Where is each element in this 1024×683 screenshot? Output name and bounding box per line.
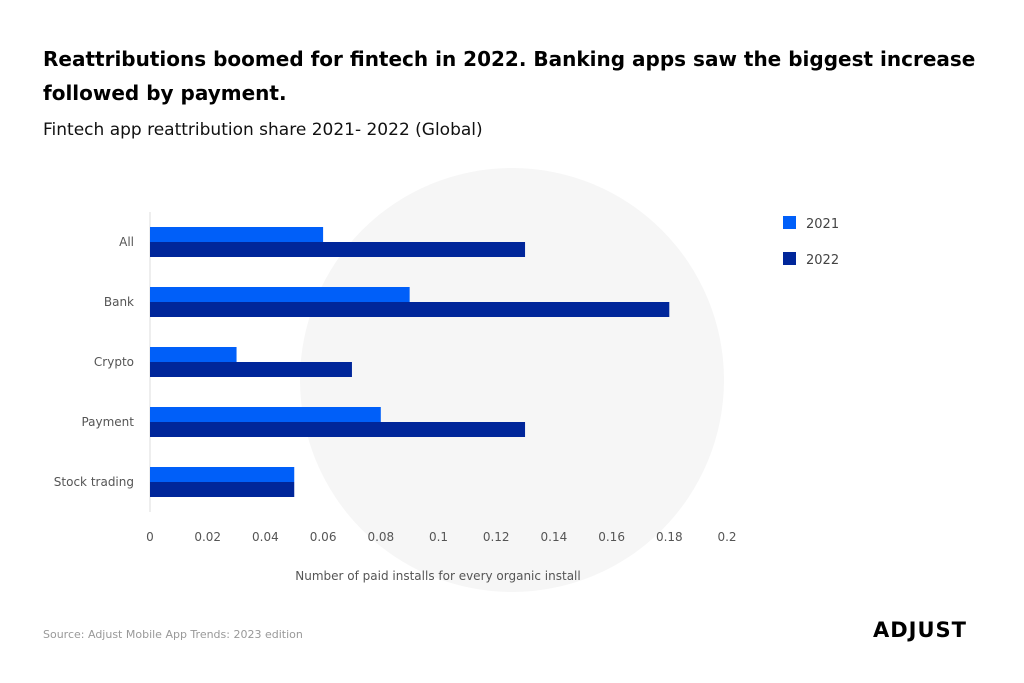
category-label: Stock trading [54,475,134,489]
x-tick-label: 0 [146,530,154,544]
bar-2022-payment [150,422,526,437]
x-tick-label: 0.14 [541,530,568,544]
x-tick-label: 0.06 [310,530,337,544]
bar-2021-bank [150,287,410,302]
x-tick-label: 0.08 [367,530,394,544]
chart-subtitle: Fintech app reattribution share 2021- 20… [43,120,483,140]
x-axis-label: Number of paid installs for every organi… [295,569,580,583]
adjust-logo: ADJUST [873,618,967,642]
watermark-logo [300,168,724,592]
x-tick-label: 0.04 [252,530,279,544]
category-label: Crypto [94,355,134,369]
bar-2021-crypto [150,347,237,362]
bar-2021-stock-trading [150,467,295,482]
source-note: Source: Adjust Mobile App Trends: 2023 e… [43,628,303,641]
legend-swatch-2022 [783,252,796,265]
x-tick-label: 0.02 [194,530,221,544]
x-tick-label: 0.12 [483,530,510,544]
bar-2022-bank [150,302,670,317]
x-tick-label: 0.2 [717,530,736,544]
chart-title: Reattributions boomed for fintech in 202… [43,47,976,105]
legend-swatch-2021 [783,216,796,229]
x-tick-label: 0.1 [429,530,448,544]
bar-2022-all [150,242,526,257]
bar-2021-payment [150,407,381,422]
category-label: Bank [104,295,134,309]
category-label: All [119,235,134,249]
category-label: Payment [81,415,134,429]
legend-label-2022: 2022 [806,253,839,268]
bar-2022-stock-trading [150,482,295,497]
bar-2022-crypto [150,362,352,377]
x-tick-label: 0.16 [598,530,625,544]
legend-label-2021: 2021 [806,217,839,232]
bar-2021-all [150,227,324,242]
x-tick-label: 0.18 [656,530,683,544]
